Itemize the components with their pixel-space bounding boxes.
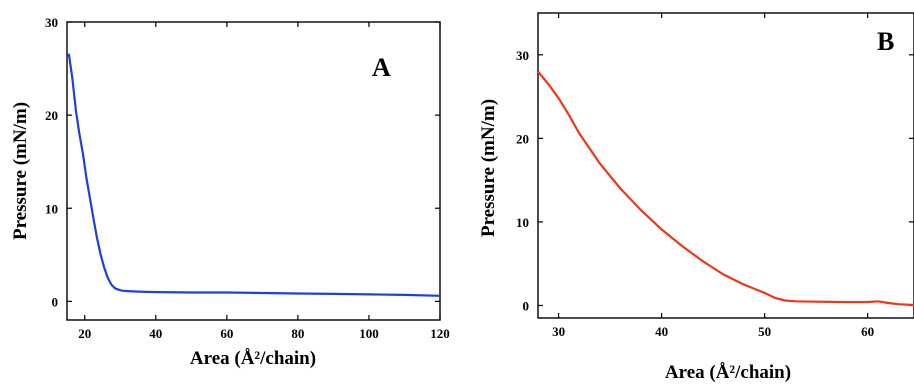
panel-b: 30 40 50 60 0 10 20 30 B Area (Å²/chain) Pressu… — [478, 12, 914, 383]
panel-b-series — [537, 70, 914, 307]
panel-a-series — [67, 53, 441, 297]
panel-a-ticks — [67, 21, 441, 320]
panel-b-y-tick-label: 30 — [516, 48, 529, 63]
panel-a-y-tick-label: 0 — [52, 294, 59, 309]
panel-a-y-axis-label: Pressure (mN/m) — [10, 102, 31, 240]
panel-b-y-tick-label: 20 — [516, 131, 529, 146]
panel-a-letter: A — [372, 53, 391, 82]
panel-a-y-tick-label: 30 — [45, 15, 58, 30]
panel-a-x-axis-label: Area (Å²/chain) — [190, 348, 316, 369]
panel-a-x-tick-label: 100 — [359, 326, 379, 341]
panel-b-x-tick-label: 30 — [552, 324, 565, 339]
panel-a-x-tick-label: 40 — [149, 326, 162, 341]
panel-b-tick-labels: 30 40 50 60 0 10 20 30 — [516, 48, 874, 339]
panel-a-y-tick-label: 10 — [45, 201, 58, 216]
panel-a-x-tick-label: 120 — [430, 326, 450, 341]
panel-b-letter: B — [877, 27, 894, 56]
panel-b-isotherm-line — [537, 70, 914, 307]
panel-b-x-axis-label: Area (Å²/chain) — [665, 362, 791, 383]
panel-b-y-tick-label: 10 — [516, 215, 529, 230]
panel-a-tick-labels: 20 40 60 80 100 120 0 10 20 30 — [45, 15, 450, 341]
panel-b-plot-frame — [537, 12, 914, 319]
panel-a-y-tick-label: 20 — [45, 108, 58, 123]
panel-b-y-axis-label: Pressure (mN/m) — [478, 99, 499, 237]
panel-b-x-tick-label: 40 — [655, 324, 668, 339]
panel-b-y-tick-label: 0 — [523, 298, 530, 313]
panel-a-plot-frame — [66, 21, 441, 321]
panel-a-x-tick-label: 20 — [78, 326, 91, 341]
panel-b-x-tick-label: 60 — [861, 324, 874, 339]
panel-a-x-tick-label: 80 — [291, 326, 304, 341]
panel-a-x-tick-label: 60 — [220, 326, 233, 341]
panel-a-isotherm-line — [67, 53, 441, 297]
panel-b-ticks — [538, 13, 914, 318]
panel-b-x-tick-label: 50 — [758, 324, 771, 339]
